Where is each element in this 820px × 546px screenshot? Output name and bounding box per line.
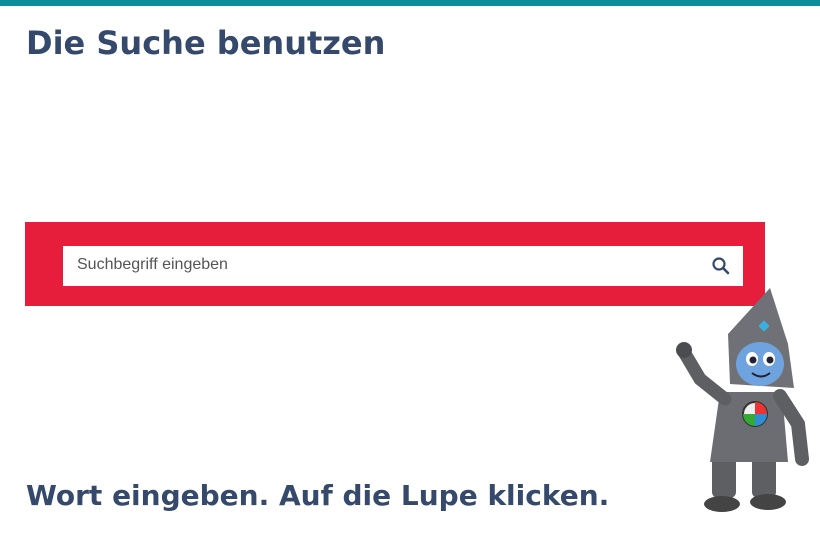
- search-placeholder: Suchbegriff eingeben: [77, 256, 228, 273]
- highlight-frame: Suchbegriff eingeben: [25, 222, 765, 306]
- mascot: [676, 288, 809, 512]
- top-bar: [0, 0, 820, 6]
- page-title: Die Suche benutzen: [26, 24, 386, 62]
- search-button[interactable]: [711, 256, 731, 276]
- instruction: Wort eingeben. Auf die Lupe klicken.: [26, 479, 610, 512]
- search-input[interactable]: Suchbegriff eingeben: [63, 246, 743, 286]
